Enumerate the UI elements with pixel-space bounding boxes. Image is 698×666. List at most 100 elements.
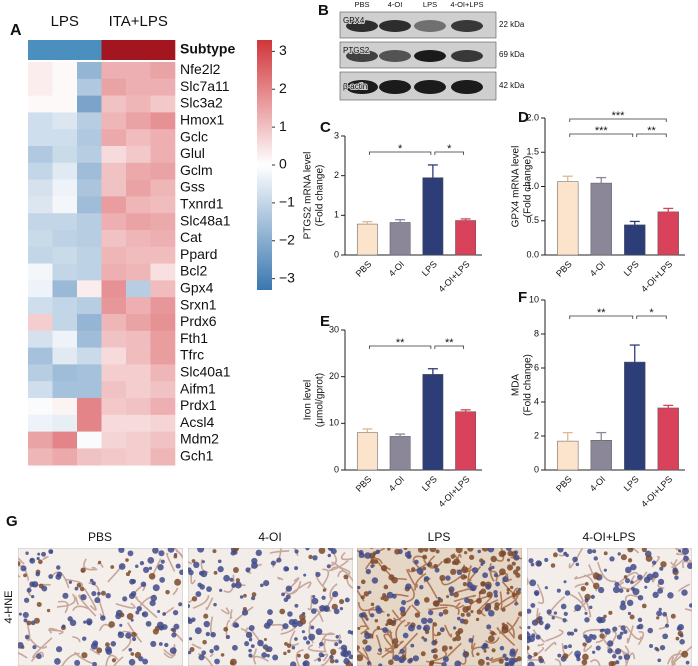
significance-bracket xyxy=(434,345,465,349)
nucleus xyxy=(213,570,218,575)
nucleus xyxy=(386,613,390,617)
nucleus xyxy=(587,548,593,555)
nucleus xyxy=(334,659,339,664)
nucleus xyxy=(105,593,111,599)
tissue-wall xyxy=(61,652,80,666)
heatmap-cell xyxy=(28,196,53,214)
nucleus xyxy=(509,648,516,655)
tissue-wall xyxy=(307,644,327,653)
nucleus xyxy=(111,658,117,663)
row-label: Gss xyxy=(180,179,205,195)
nucleus xyxy=(562,618,567,623)
heatmap-cell xyxy=(28,297,53,315)
nucleus xyxy=(677,630,683,637)
nucleus xyxy=(553,611,558,615)
nucleus xyxy=(569,631,575,636)
heatmap-cell xyxy=(126,230,151,248)
tissue-wall xyxy=(671,645,692,666)
significance-label: ** xyxy=(396,337,405,349)
nucleus xyxy=(506,591,510,595)
significance-label: ** xyxy=(445,337,454,349)
nucleus xyxy=(535,560,542,567)
nucleus xyxy=(574,650,581,658)
heatmap-cell xyxy=(150,280,176,298)
nucleus xyxy=(608,610,613,615)
nucleus xyxy=(464,597,470,604)
nucleus xyxy=(502,653,507,658)
nucleus xyxy=(618,588,624,593)
heatmap-cell xyxy=(126,398,151,416)
panel-label: E xyxy=(320,313,330,330)
heatmap-cell xyxy=(150,146,176,164)
tissue-wall xyxy=(112,656,124,666)
tissue-wall xyxy=(190,574,196,585)
nucleus xyxy=(626,589,630,593)
nucleus xyxy=(68,580,73,584)
nucleus xyxy=(198,570,204,576)
nucleus xyxy=(424,629,430,635)
nucleus xyxy=(214,658,220,665)
nucleus xyxy=(327,548,334,551)
y-axis-label: (μmol/gprot) xyxy=(315,373,326,427)
tissue-wall xyxy=(471,635,476,650)
tissue-wall xyxy=(405,568,418,588)
heatmap-cell xyxy=(77,112,102,130)
nucleus xyxy=(248,653,253,658)
heatmap-cell xyxy=(101,431,127,449)
nucleus xyxy=(329,658,335,664)
heatmap-cell xyxy=(77,179,102,197)
tissue-wall xyxy=(269,550,290,555)
nucleus xyxy=(282,623,289,630)
nucleus xyxy=(119,623,123,627)
nucleus xyxy=(291,645,296,650)
bar xyxy=(422,374,444,471)
nucleus xyxy=(272,654,279,661)
row-label: Slc7a11 xyxy=(180,78,230,94)
nucleus xyxy=(515,572,521,578)
nucleus xyxy=(468,637,474,643)
nucleus xyxy=(529,579,537,587)
nucleus xyxy=(603,551,608,556)
nucleus xyxy=(572,556,578,563)
nucleus xyxy=(360,595,365,600)
tissue-wall xyxy=(537,643,545,647)
nucleus xyxy=(442,609,449,615)
nucleus xyxy=(416,624,422,630)
nucleus xyxy=(343,658,350,665)
nucleus xyxy=(55,646,63,653)
nucleus xyxy=(223,574,230,582)
nucleus xyxy=(645,554,653,562)
nucleus xyxy=(173,623,180,630)
nucleus xyxy=(493,593,498,598)
significance-bracket xyxy=(569,118,667,122)
heatmap-cell xyxy=(77,263,102,281)
heatmap-cell xyxy=(101,246,127,264)
nucleus xyxy=(235,623,240,628)
panel-label: G xyxy=(6,513,18,530)
nucleus xyxy=(607,640,614,647)
nucleus xyxy=(287,611,293,617)
nucleus xyxy=(486,661,490,666)
nucleus xyxy=(433,563,439,569)
nucleus xyxy=(244,641,250,647)
nucleus xyxy=(456,569,463,576)
nucleus xyxy=(97,560,102,565)
heatmap-cell xyxy=(28,179,53,197)
nucleus xyxy=(513,550,519,555)
heatmap-cell xyxy=(77,297,102,315)
x-tick-label: PBS xyxy=(554,259,574,279)
heatmap-cell xyxy=(101,398,127,416)
nucleus xyxy=(501,626,509,634)
nucleus xyxy=(324,607,328,611)
nucleus xyxy=(248,648,252,653)
nucleus xyxy=(294,603,299,608)
y-tick-label: 20 xyxy=(329,371,339,381)
nucleus xyxy=(174,578,182,586)
heatmap-cell xyxy=(77,381,102,399)
nucleus xyxy=(670,613,676,619)
heatmap-cell xyxy=(52,196,78,214)
nucleus xyxy=(378,663,383,666)
nucleus xyxy=(463,551,468,555)
blot-band xyxy=(451,20,483,32)
nucleus xyxy=(76,582,82,588)
